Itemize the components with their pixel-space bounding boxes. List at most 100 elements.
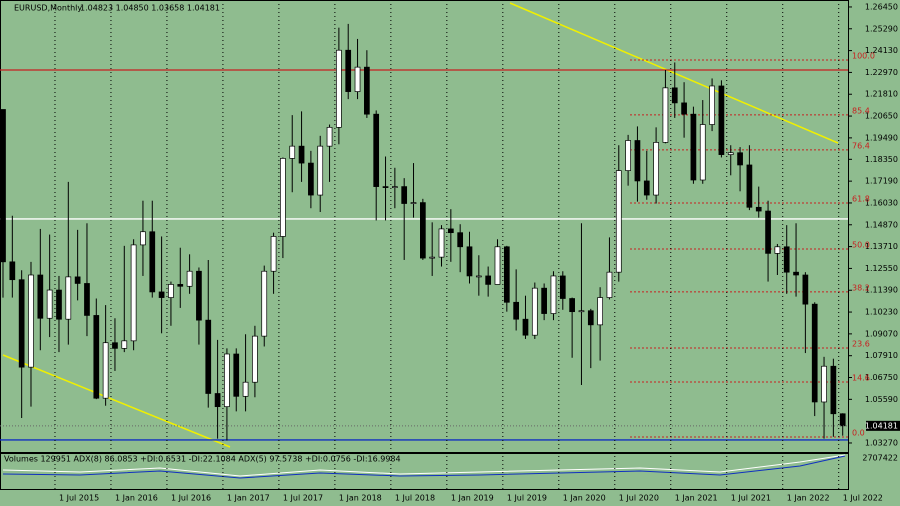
candle-body bbox=[140, 231, 146, 246]
x-tick-label: 1 Jul 2016 bbox=[171, 494, 211, 503]
candle-body bbox=[270, 236, 277, 272]
candle-body bbox=[550, 275, 557, 314]
candle-body bbox=[84, 283, 90, 316]
fib-label: 23.6 bbox=[852, 339, 870, 348]
y-tick-label: 1.20650 bbox=[865, 112, 898, 121]
y-tick-label: 1.07910 bbox=[865, 351, 898, 360]
fib-label: 61.8 bbox=[852, 194, 870, 203]
y-tick-label: 1.03270 bbox=[865, 438, 898, 447]
fib-label: 76.4 bbox=[852, 141, 870, 150]
candle-body bbox=[401, 186, 408, 204]
candle-body bbox=[615, 170, 622, 273]
candle-body bbox=[485, 275, 492, 285]
candle-body bbox=[541, 287, 547, 314]
x-tick-label: 1 Jan 2021 bbox=[675, 494, 718, 503]
fib-label: 14.6 bbox=[852, 374, 870, 383]
candle-body bbox=[625, 140, 631, 171]
x-tick-label: 1 Jan 2019 bbox=[451, 494, 494, 503]
y-tick-label: 1.16030 bbox=[865, 198, 898, 207]
candle-body bbox=[46, 289, 53, 319]
y-tick-label: 1.24130 bbox=[865, 46, 898, 55]
candle-body bbox=[839, 413, 846, 427]
fib-label: 38.2 bbox=[852, 283, 870, 292]
candle-body bbox=[252, 335, 258, 383]
x-tick-label: 1 Jan 2018 bbox=[339, 494, 382, 503]
y-tick-label: 1.09070 bbox=[865, 329, 898, 338]
candle-body bbox=[429, 256, 436, 259]
candle-body bbox=[811, 303, 818, 403]
candle-body bbox=[457, 232, 464, 248]
y-tick-label: 1.14870 bbox=[865, 220, 898, 229]
candle-body bbox=[233, 353, 240, 397]
volume-title: Volumes 129951 ADX(8) 86.0853 +DI:0.6531… bbox=[4, 455, 401, 464]
y-tick-label: 1.19490 bbox=[865, 133, 898, 142]
candle-body bbox=[28, 274, 34, 368]
x-tick-label: 1 Jul 2018 bbox=[395, 494, 435, 503]
candle-body bbox=[709, 85, 715, 125]
candle-body bbox=[447, 228, 454, 234]
volume-frame bbox=[0, 453, 849, 490]
candle-body bbox=[746, 164, 753, 208]
adx-line bbox=[2, 454, 846, 477]
candle-body bbox=[280, 158, 286, 237]
candle-body bbox=[186, 270, 193, 287]
x-tick-label: 1 Jul 2017 bbox=[283, 494, 323, 503]
candle-body bbox=[65, 276, 72, 320]
candle-body bbox=[364, 66, 370, 115]
x-tick-label: 1 Jan 2017 bbox=[227, 494, 270, 503]
candle-body bbox=[783, 246, 790, 273]
candle-body bbox=[177, 284, 184, 287]
candle-body bbox=[9, 261, 16, 281]
candle-body bbox=[149, 231, 156, 293]
candle-body bbox=[690, 113, 697, 181]
candle-body bbox=[205, 319, 212, 394]
candle-body bbox=[224, 353, 230, 408]
candle-body bbox=[18, 279, 25, 368]
candle-body bbox=[121, 340, 128, 349]
candle-body bbox=[774, 246, 781, 254]
y-tick-label: 1.10230 bbox=[865, 308, 898, 317]
candle-body bbox=[308, 162, 314, 196]
last-price-label: 1.04181 bbox=[865, 421, 898, 430]
fib-label: 85.4 bbox=[852, 106, 870, 115]
candle-body bbox=[513, 301, 520, 320]
candle-body bbox=[569, 298, 575, 313]
candle-body bbox=[755, 206, 762, 212]
candle-body bbox=[821, 365, 827, 403]
y-tick-label: 1.05590 bbox=[865, 395, 898, 404]
candle-body bbox=[830, 365, 837, 415]
candle-body bbox=[653, 142, 659, 196]
candle-body bbox=[317, 145, 324, 196]
x-tick-label: 1 Jul 2020 bbox=[619, 494, 659, 503]
candle-body bbox=[634, 140, 641, 182]
volume-scale: 2707422 bbox=[862, 454, 898, 463]
candle-body bbox=[130, 244, 137, 342]
y-tick-label: 1.25290 bbox=[865, 24, 898, 33]
y-tick-label: 1.13710 bbox=[865, 242, 898, 251]
candle-body bbox=[392, 186, 398, 188]
candle-body bbox=[158, 291, 165, 298]
fib-label: 100.0 bbox=[852, 52, 875, 61]
candle-body bbox=[802, 274, 809, 305]
candle-body bbox=[0, 109, 6, 263]
fib-label: 50.0 bbox=[852, 241, 870, 250]
candle-body bbox=[102, 342, 109, 399]
trend-line bbox=[509, 2, 839, 144]
y-tick-label: 1.11390 bbox=[865, 286, 898, 295]
candle-body bbox=[438, 228, 445, 258]
candle-body bbox=[671, 87, 678, 104]
candle-body bbox=[494, 246, 501, 285]
candle-body bbox=[242, 381, 249, 397]
candle-body bbox=[410, 202, 417, 204]
x-tick-label: 1 Jan 2016 bbox=[115, 494, 158, 503]
x-tick-label: 1 Jul 2021 bbox=[731, 494, 771, 503]
adx-line bbox=[2, 455, 846, 479]
candle-body bbox=[737, 152, 743, 166]
candle-body bbox=[578, 310, 585, 313]
y-tick-label: 1.18350 bbox=[865, 155, 898, 164]
candle-body bbox=[336, 49, 342, 128]
candle-body bbox=[196, 270, 202, 321]
candle-body bbox=[531, 287, 538, 336]
candle-body bbox=[289, 145, 296, 159]
candle-body bbox=[765, 210, 771, 254]
